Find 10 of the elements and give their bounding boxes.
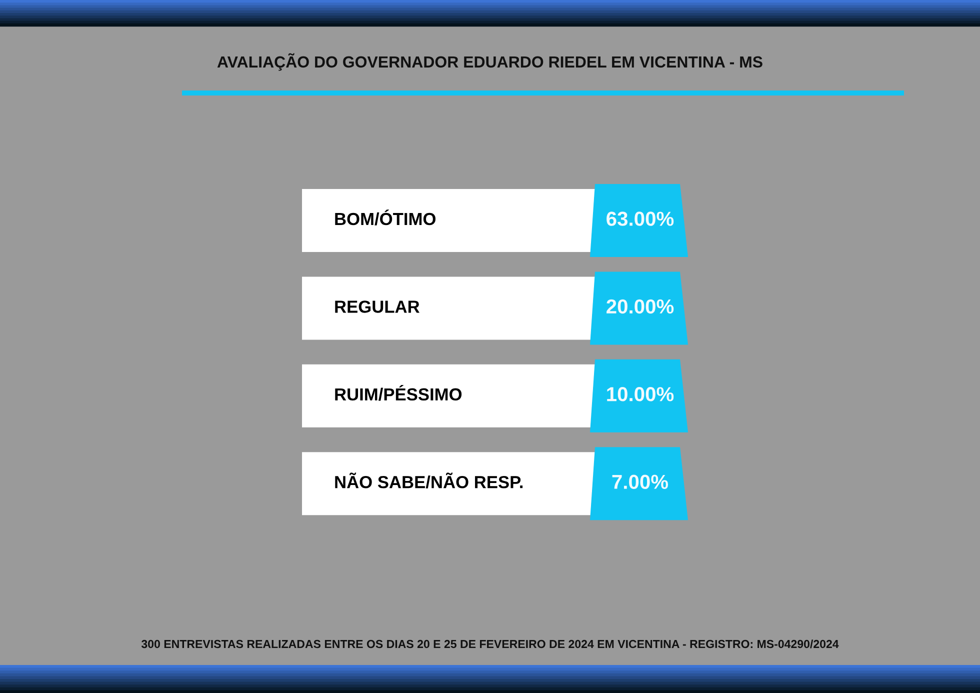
data-label: 10.00%	[607, 387, 674, 402]
text: 300 ENTREVISTAS REALIZADAS ENTRE OS DIAS 20 E 25 DE FEVEREIRO DE 2024 EM VICENTINA - REGISTRO: MS-04290/2024	[141, 640, 839, 648]
data-label: 20.00%	[606, 299, 674, 314]
data-label: 63.00%	[606, 212, 674, 226]
category-label: RUIM/PÉSSIMO	[335, 385, 462, 401]
text: AVALIAÇÃO DO GOVERNADOR EDUARDO RIEDEL EM VICENTINA - MS	[217, 53, 762, 71]
data-label: 7.00%	[612, 474, 668, 490]
category-label: BOM/ÓTIMO	[335, 210, 436, 226]
category-label: REGULAR	[335, 300, 420, 313]
category-label: NÃO SABE/NÃO RESP.	[335, 472, 523, 488]
